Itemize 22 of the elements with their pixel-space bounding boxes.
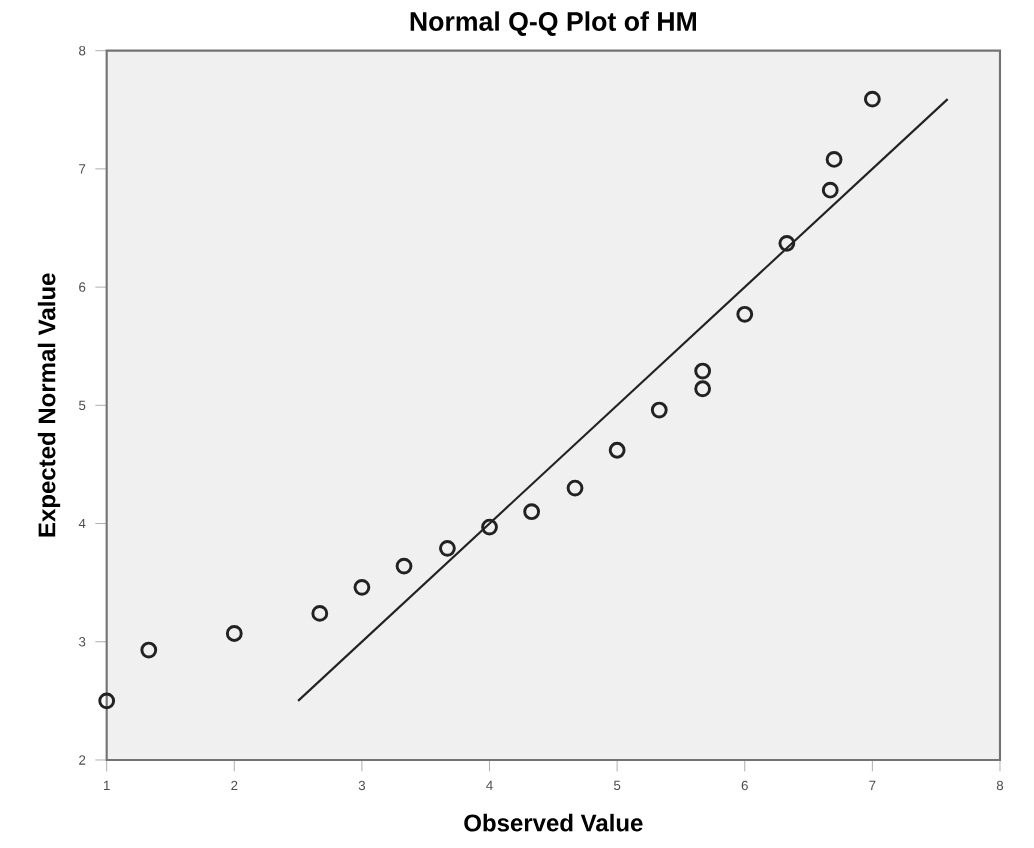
point <box>98 692 116 710</box>
point <box>481 518 498 536</box>
point <box>736 305 754 323</box>
point <box>863 90 881 108</box>
chart-title: Normal Q-Q Plot of HM <box>410 11 696 36</box>
point <box>821 181 839 199</box>
point <box>311 604 329 622</box>
point <box>650 401 668 419</box>
point <box>225 625 243 642</box>
x-axis-title: Observed Value <box>464 813 643 832</box>
point <box>353 578 371 596</box>
point <box>566 479 584 497</box>
point <box>778 234 796 252</box>
y-axis-title: Expected Normal Value <box>37 273 61 537</box>
point <box>825 151 843 168</box>
point <box>694 362 712 380</box>
point <box>140 641 158 659</box>
point <box>439 539 456 557</box>
point <box>395 557 413 575</box>
point <box>523 503 541 521</box>
point <box>694 380 712 398</box>
point <box>608 441 626 459</box>
